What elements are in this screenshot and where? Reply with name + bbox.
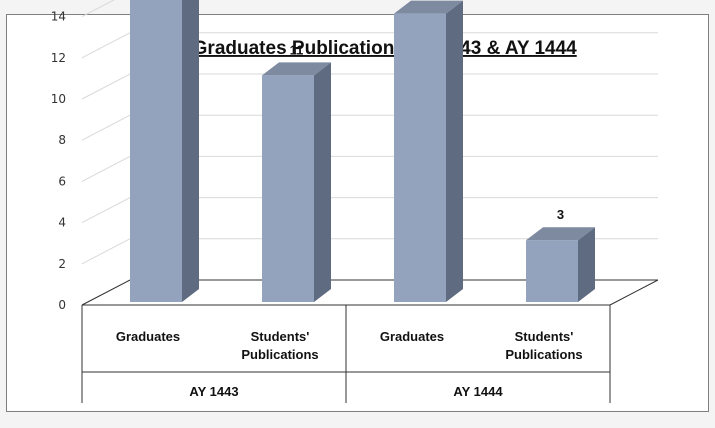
- x-group-label: AY 1444: [453, 384, 503, 399]
- x-category-label-line: Publications: [505, 347, 582, 362]
- x-category-label-line: Publications: [241, 347, 318, 362]
- data-labels: 1611143: [290, 42, 564, 222]
- gridline-wall: [81, 0, 115, 18]
- chart-title: M.A. Graduates Publications AY 1443 & AY…: [147, 38, 577, 59]
- bar: [394, 0, 463, 302]
- bar-side: [446, 0, 463, 302]
- bar-front: [526, 240, 578, 302]
- bar-top: [526, 227, 595, 241]
- data-label: 3: [557, 207, 564, 222]
- gridline-wall: [81, 73, 131, 100]
- y-tick-label: 10: [51, 92, 66, 106]
- y-tick-label: 12: [51, 51, 66, 65]
- bar-front: [394, 13, 446, 302]
- gridline-wall: [81, 32, 131, 59]
- x-group-label: AY 1443: [189, 384, 238, 399]
- x-category-label-line: Graduates: [116, 329, 180, 344]
- bar-top: [394, 0, 463, 14]
- y-tick-label: 14: [51, 10, 66, 24]
- bar-side: [578, 227, 595, 302]
- y-tick-label: 2: [58, 257, 66, 271]
- y-tick-label: 8: [58, 133, 66, 147]
- bar: [130, 0, 199, 303]
- bar-front: [130, 0, 182, 303]
- y-tick-label: 4: [58, 216, 66, 230]
- y-tick-label: 0: [58, 298, 66, 312]
- bar-front: [262, 75, 314, 303]
- gridline-wall: [81, 238, 131, 265]
- y-tick-label: 6: [58, 174, 66, 188]
- category-labels: Graduates Students' Publications AY 1443 Gra…: [116, 329, 583, 399]
- y-tick-labels: 0246810121416: [51, 10, 66, 312]
- x-category-label: Students' Publications: [505, 329, 582, 362]
- gridline-wall: [81, 197, 131, 224]
- x-category-label: Graduates: [116, 329, 180, 344]
- gridline-wall: [81, 155, 131, 182]
- gridline-wall: [81, 114, 131, 141]
- floor-left-edge: [81, 279, 131, 306]
- bar: [262, 62, 331, 303]
- data-label: 11: [290, 42, 304, 57]
- bars: [130, 0, 595, 303]
- floor-right-edge: [609, 279, 659, 306]
- bar-side: [182, 0, 199, 302]
- chart-frame: [6, 14, 709, 412]
- bar-top: [262, 62, 331, 76]
- x-category-label-line: Students': [251, 329, 310, 344]
- x-category-label: Students' Publications: [241, 329, 318, 362]
- x-category-label-line: Students': [515, 329, 574, 344]
- bar: [526, 227, 595, 302]
- bar-side: [314, 62, 331, 303]
- x-category-label-line: Graduates: [380, 329, 444, 344]
- x-category-label: Graduates: [380, 329, 444, 344]
